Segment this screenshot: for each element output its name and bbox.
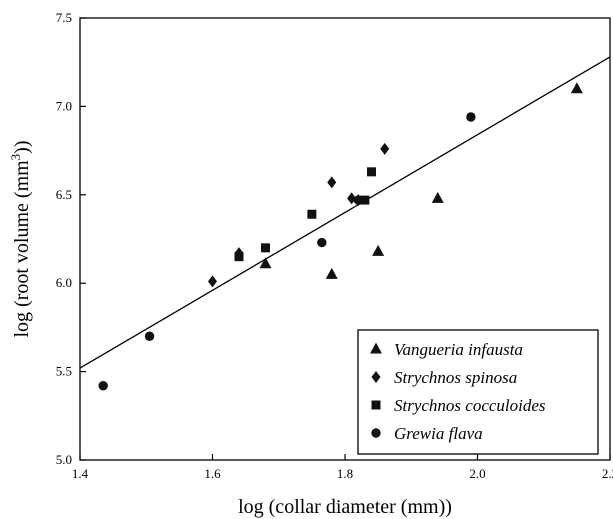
legend-label: Strychnos cocculoides: [394, 396, 546, 415]
x-tick-label: 1.8: [337, 466, 353, 481]
data-point-triangle: [431, 191, 444, 203]
data-point-circle: [466, 112, 476, 122]
data-point-square: [367, 167, 376, 177]
y-axis-title-superscript: 3: [8, 154, 23, 161]
legend-label: Strychnos spinosa: [394, 368, 517, 387]
y-tick-label: 7.0: [56, 98, 72, 113]
legend-label: Vangueria infausta: [394, 340, 523, 359]
data-point-diamond: [380, 142, 390, 155]
data-point-triangle: [570, 82, 583, 94]
x-axis-ticks: 1.4 1.6 1.8 2.0 2.2: [72, 454, 613, 481]
y-tick-label: 5.0: [56, 452, 72, 467]
y-tick-label: 6.0: [56, 275, 72, 290]
data-point-square: [234, 252, 244, 262]
y-axis-ticks: 5.0 5.5 6.0 6.5 7.0 7.5: [56, 10, 86, 467]
y-tick-label: 7.5: [56, 10, 72, 25]
data-point-circle: [353, 195, 363, 205]
legend-label: Grewia flava: [394, 424, 483, 443]
regression-line: [79, 56, 611, 369]
x-axis-title: log (collar diameter (mm)): [238, 496, 452, 518]
data-point-diamond: [327, 176, 337, 189]
y-axis-title-main: log (root volume (mm: [11, 160, 33, 338]
legend-square-icon: [371, 400, 381, 410]
data-point-triangle: [325, 267, 338, 279]
data-point-square: [360, 195, 370, 205]
data-point-triangle: [372, 244, 385, 256]
y-axis-title: log (root volume (mm3)): [8, 140, 33, 337]
legend-items: Vangueria infausta Strychnos spinosa Stryc…: [370, 340, 546, 443]
data-point-square: [261, 243, 270, 253]
legend-diamond-icon: [371, 371, 381, 383]
legend-box: [357, 329, 599, 455]
data-point-circle: [317, 237, 327, 248]
data-points: [98, 82, 583, 391]
x-tick-label: 1.4: [72, 466, 89, 481]
data-point-diamond: [208, 275, 217, 288]
data-point-circle: [144, 331, 155, 341]
y-tick-label: 5.5: [56, 364, 72, 379]
x-tick-label: 2.0: [469, 466, 485, 481]
data-point-square: [307, 209, 317, 219]
x-tick-label: 2.2: [602, 466, 613, 481]
legend: Vangueria infausta Strychnos spinosa Stryc…: [357, 329, 599, 455]
y-tick-label: 6.5: [56, 187, 72, 202]
y-axis-title-end: )): [11, 140, 33, 153]
legend-circle-icon: [371, 428, 381, 438]
data-point-circle: [98, 381, 108, 391]
x-tick-label: 1.6: [204, 466, 221, 481]
legend-triangle-icon: [370, 342, 382, 354]
data-point-triangle: [259, 257, 272, 269]
